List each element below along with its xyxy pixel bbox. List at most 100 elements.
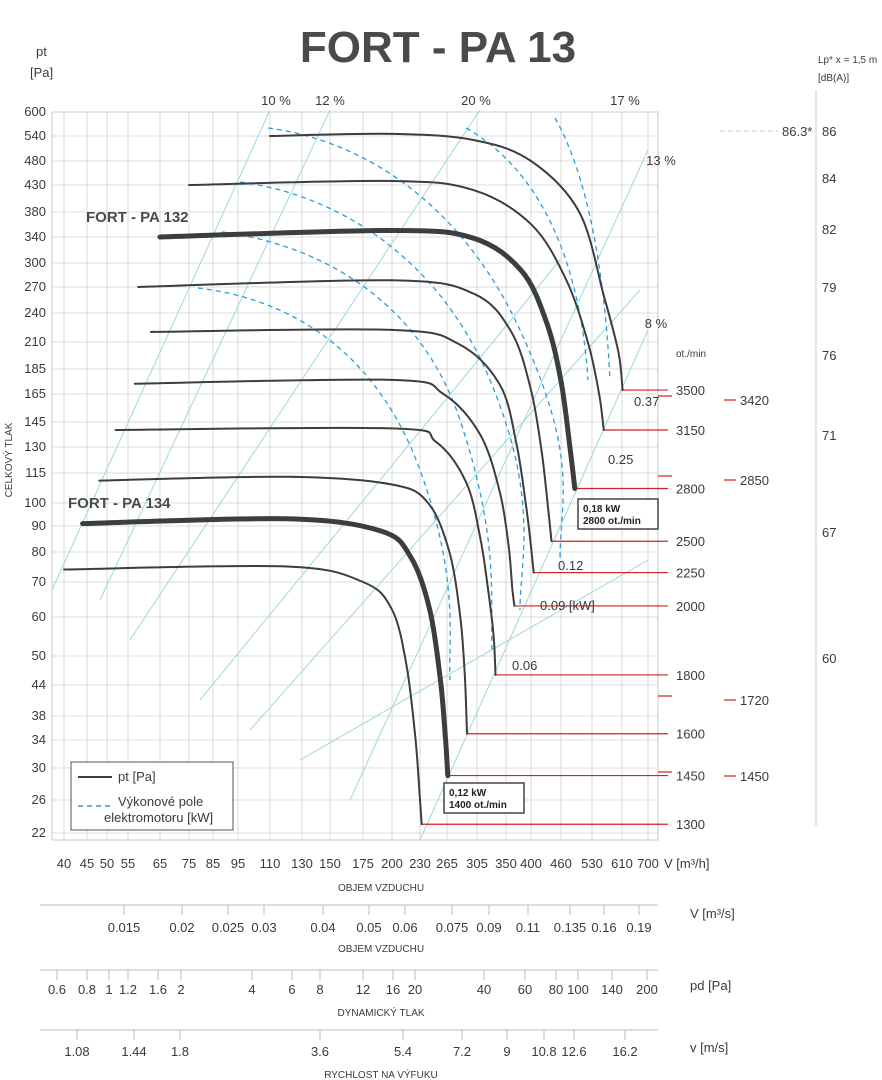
bottom-scale-label: 0.8 xyxy=(78,982,96,997)
y-tick-label: 50 xyxy=(32,648,46,663)
y-tick-label: 44 xyxy=(32,677,46,692)
speed-label: 1300 xyxy=(676,817,705,832)
legend-box xyxy=(70,761,234,831)
x-tick-label: 700 xyxy=(637,856,659,871)
model-power: 0,12 kW xyxy=(449,788,487,799)
sound-reference-label: 86.3* xyxy=(782,124,812,139)
sound-level: 86 xyxy=(822,124,836,139)
x-tick-label: 75 xyxy=(182,856,196,871)
y-tick-label: 270 xyxy=(24,279,46,294)
x-tick-label: 265 xyxy=(436,856,458,871)
y-tick-label: 130 xyxy=(24,439,46,454)
x-tick-label: 530 xyxy=(581,856,603,871)
bottom-scale-label: 0.16 xyxy=(591,920,616,935)
power-label: 0.06 xyxy=(512,658,537,673)
bottom-scale-label: 0.11 xyxy=(516,920,540,935)
legend-label-pt: pt [Pa] xyxy=(118,769,156,784)
y-tick-label: 115 xyxy=(25,465,46,480)
bottom-scale-unit: V [m³/s] xyxy=(690,906,735,921)
y-axis-label: pt xyxy=(36,44,47,59)
bottom-scale-label: 40 xyxy=(477,982,491,997)
y-tick-label: 340 xyxy=(24,229,46,244)
power-field-line xyxy=(554,117,611,381)
bottom-scale-label: 6 xyxy=(288,982,295,997)
x-tick-label: 400 xyxy=(520,856,542,871)
speed-label: 1800 xyxy=(676,668,705,683)
x-tick-label: 50 xyxy=(100,856,114,871)
power-field-lines xyxy=(197,117,611,681)
model-power: 0,18 kW xyxy=(583,504,621,515)
x-tick-label: 350 xyxy=(495,856,517,871)
bottom-scale-label: 9 xyxy=(503,1044,510,1059)
power-field-line xyxy=(465,127,589,381)
efficiency-label: 13 % xyxy=(646,153,676,168)
y-tick-label: 100 xyxy=(24,495,46,510)
bottom-scale-label: 4 xyxy=(248,982,255,997)
x-tick-label: 65 xyxy=(153,856,167,871)
side-speed-label: 1450 xyxy=(740,769,769,784)
y-tick-label: 26 xyxy=(32,792,46,807)
bottom-scale-label: 0.6 xyxy=(48,982,66,997)
bottom-scale-label: 140 xyxy=(601,982,623,997)
bottom-scale-label: 1.8 xyxy=(171,1044,189,1059)
bottom-scale-label: 8 xyxy=(316,982,323,997)
power-field-line xyxy=(267,127,564,561)
bottom-scale-label: 0.06 xyxy=(392,920,417,935)
speed-label: 1600 xyxy=(676,727,705,742)
x-tick-label: 95 xyxy=(231,856,245,871)
y-tick-label: 165 xyxy=(24,386,46,401)
efficiency-line xyxy=(299,559,649,761)
x-tick-label: 130 xyxy=(291,856,313,871)
y-tick-label: 600 xyxy=(24,104,46,119)
bottom-scale-label: 80 xyxy=(549,982,563,997)
efficiency-line xyxy=(129,109,481,641)
bottom-scale-label: 16.2 xyxy=(612,1044,637,1059)
bottom-scale-label: 1.6 xyxy=(149,982,167,997)
power-field-line xyxy=(197,287,451,681)
bottom-scale-caption: OBJEM VZDUCHU xyxy=(338,944,424,955)
sound-level: 67 xyxy=(822,525,836,540)
y-tick-label: 70 xyxy=(32,574,46,589)
pressure-curve-3150 xyxy=(188,179,605,431)
bottom-scale-label: 2 xyxy=(177,982,184,997)
bottom-scale-label: 0.135 xyxy=(554,920,587,935)
y-tick-label: 540 xyxy=(24,128,46,143)
x-axis-label: V [m³/h] xyxy=(664,856,710,871)
bottom-scale-label: 5.4 xyxy=(394,1044,412,1059)
sound-axis-unit: [dB(A)] xyxy=(818,73,849,84)
y-tick-label: 30 xyxy=(32,760,46,775)
y-tick-label: 34 xyxy=(32,732,46,747)
x-tick-label: 150 xyxy=(319,856,341,871)
x-tick-label: 610 xyxy=(611,856,633,871)
legend-label-power-2: elektromotoru [kW] xyxy=(104,810,213,825)
speed-label: 1450 xyxy=(676,769,705,784)
x-tick-label: 85 xyxy=(206,856,220,871)
pressure-curve-2800 xyxy=(157,227,578,491)
speed-label: 2500 xyxy=(676,534,705,549)
bottom-scale-label: 200 xyxy=(636,982,658,997)
pressure-curve-1800 xyxy=(114,426,497,676)
power-label: 0.09 [kW] xyxy=(540,598,595,613)
model-info-box xyxy=(577,498,659,530)
efficiency-line xyxy=(349,149,649,801)
pressure-curve-2500 xyxy=(137,279,553,543)
bottom-scale-label: 10.8 xyxy=(531,1044,556,1059)
speed-label: 2000 xyxy=(676,599,705,614)
power-label: 0.12 xyxy=(558,558,583,573)
y-tick-label: 22 xyxy=(32,825,46,840)
bottom-scale-unit: v [m/s] xyxy=(690,1040,728,1055)
pressure-curve-2000 xyxy=(133,378,516,607)
y-tick-label: 240 xyxy=(24,305,46,320)
efficiency-label: 20 % xyxy=(461,93,491,108)
pressure-curve-2250 xyxy=(149,328,535,574)
x-tick-label: 110 xyxy=(260,856,281,871)
model-label-pa134: FORT - PA 134 xyxy=(68,495,171,512)
y-axis-caption: CELKOVÝ TLAK xyxy=(2,422,15,497)
y-tick-label: 480 xyxy=(24,153,46,168)
y-tick-label: 210 xyxy=(24,334,46,349)
speed-label: 2800 xyxy=(676,481,705,496)
speed-label: 3150 xyxy=(676,423,705,438)
bottom-scale-label: 0.075 xyxy=(436,920,469,935)
y-axis-unit: [Pa] xyxy=(30,65,53,80)
